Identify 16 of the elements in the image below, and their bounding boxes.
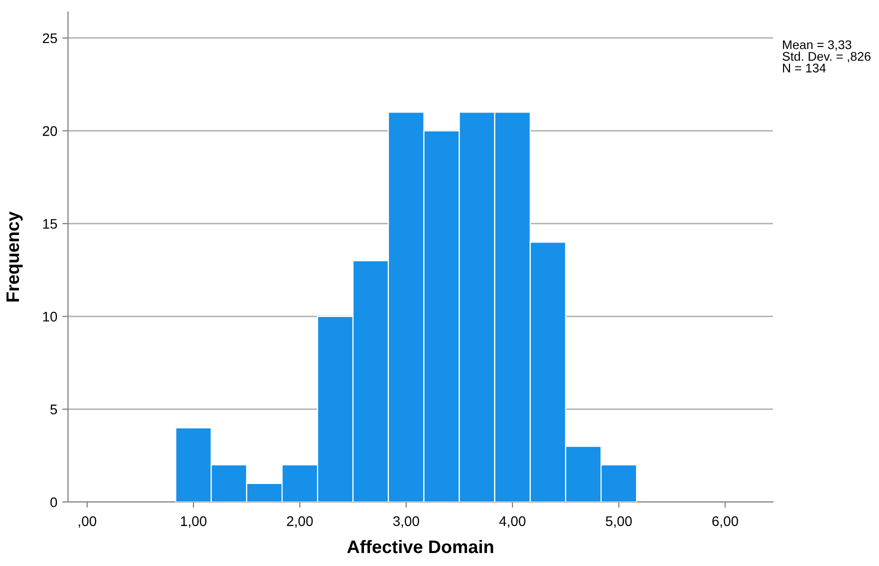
y-tick-label: 20 [42,126,58,136]
y-tick-label: 10 [43,312,58,322]
x-tick-label: 2,00 [286,516,313,528]
y-axis-title: Frequency [6,211,23,302]
y-tick-label: 15 [43,219,58,229]
x-tick-label: ,00 [78,516,96,528]
text: Mean = 3,33 Std. Dev. = ,826 N = 134 [782,40,871,72]
y-tick-label: 25 [42,33,58,44]
x-tick-label: 5,00 [606,516,632,528]
x-tick-label: 1,00 [181,516,206,528]
y-tick-label: 5 [50,404,57,414]
x-axis-title: Affective Domain [347,540,494,554]
x-tick-label: 3,00 [393,516,420,528]
x-tick-label: 4,00 [499,516,526,528]
x-tick-label: 6,00 [712,516,738,528]
y-tick-label: 0 [50,497,58,508]
